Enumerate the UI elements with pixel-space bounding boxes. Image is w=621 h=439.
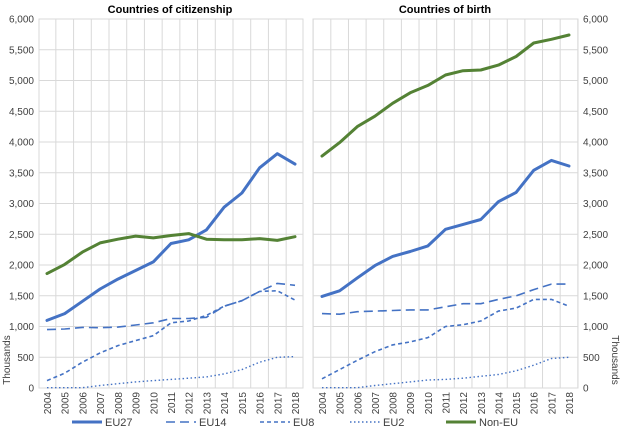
series-line-eu14-birth (321, 283, 569, 316)
x-tick-label: 2008 (114, 392, 125, 415)
y-tick-label: 3,500 (9, 168, 34, 179)
series-line-eu8-birth (321, 298, 570, 380)
legend-item-eu2: EU2 (350, 417, 404, 429)
y-tick-label: 5,000 (9, 76, 34, 87)
plot-area (312, 18, 579, 389)
series-lines-birth (320, 33, 571, 389)
y-tick-label: 0 (28, 384, 34, 395)
y-tick-label: 4,500 (9, 107, 34, 118)
y-tick-label: 4,500 (583, 107, 608, 118)
y-tick-label: 1,500 (583, 291, 608, 302)
x-tick-label: 2010 (149, 392, 160, 415)
panel-citizenship: Countries of citizenship 0 500 1,000 1,500 2… (2, 4, 304, 415)
y-tick-label: 5,000 (583, 76, 608, 87)
legend-label: EU14 (199, 417, 227, 429)
x-tick-label: 2016 (256, 392, 267, 415)
x-tick-label: 2014 (494, 392, 505, 415)
x-tick-label: 2018 (291, 392, 302, 415)
series-line-eu27-birth (320, 158, 571, 298)
x-tick-label: 2005 (61, 392, 72, 415)
series-line-non-eu-citizenship (45, 232, 297, 276)
y-tick-label: 1,000 (583, 322, 608, 333)
y-axis-label-birth: Thousands (609, 335, 620, 384)
x-tick-label: 2014 (220, 392, 231, 415)
y-tick-label: 2,500 (583, 230, 608, 241)
y-tick-label: 1,000 (9, 322, 34, 333)
legend-label: EU8 (293, 417, 314, 429)
x-tick-label: 2013 (477, 392, 488, 415)
x-tick-label: 2005 (336, 392, 347, 415)
y-tick-label: 6,000 (583, 15, 608, 26)
x-tick-label: 2011 (167, 392, 178, 414)
y-tick-label: 3,000 (9, 199, 34, 210)
y-tick-label: 1,500 (9, 291, 34, 302)
series-line-non-eu-birth (320, 33, 571, 158)
x-tick-label: 2016 (530, 392, 541, 415)
x-tick-label: 2004 (43, 392, 54, 415)
x-tick-label: 2013 (202, 392, 213, 415)
x-tick-label: 2009 (406, 392, 417, 415)
y-tick-label: 3,500 (583, 168, 608, 179)
x-tick-label: 2012 (459, 392, 470, 415)
x-tick-label: 2010 (424, 392, 435, 415)
y-tick-label: 6,000 (9, 15, 34, 26)
y-tick-label: 4,000 (583, 138, 608, 149)
grid-citizenship (38, 18, 304, 389)
y-tick-label: 2,000 (583, 261, 608, 272)
x-tick-label: 2007 (371, 392, 382, 415)
legend-label: EU2 (383, 417, 404, 429)
x-tick-label: 2004 (318, 392, 329, 415)
legend-item-non-eu: Non-EU (446, 417, 518, 429)
chart-title-birth: Countries of birth (399, 4, 492, 16)
series-line-eu2-birth (322, 356, 570, 389)
x-tick-label: 2007 (96, 392, 107, 415)
y-ticks-birth: 0 500 1,000 1,500 2,000 2,500 3,000 3,500 4,000 4… (583, 15, 608, 395)
series-line-eu8-citizenship (46, 289, 296, 382)
x-tick-label: 2006 (353, 392, 364, 415)
legend-label: Non-EU (479, 417, 518, 429)
plot-area (38, 18, 304, 389)
y-tick-label: 2,000 (9, 261, 34, 272)
y-tick-label: 3,000 (583, 199, 608, 210)
y-tick-label: 5,500 (9, 45, 34, 56)
x-tick-label: 2011 (442, 392, 453, 414)
legend-label: EU27 (105, 417, 133, 429)
series-line-eu14-citizenship (46, 282, 296, 331)
y-ticks-citizenship: 0 500 1,000 1,500 2,000 2,500 3,000 3,500 4,000 4… (9, 15, 34, 395)
series-lines-citizenship (45, 152, 297, 389)
x-tick-label: 2008 (389, 392, 400, 415)
x-tick-label: 2006 (78, 392, 89, 415)
x-tick-label: 2009 (132, 392, 143, 415)
y-tick-label: 2,500 (9, 230, 34, 241)
grid-birth (312, 18, 579, 389)
y-tick-label: 4,000 (9, 138, 34, 149)
x-tick-label: 2017 (273, 392, 284, 415)
x-tick-label: 2015 (238, 392, 249, 415)
legend-item-eu8: EU8 (260, 417, 314, 429)
legend-item-eu14: EU14 (166, 417, 227, 429)
legend-item-eu27: EU27 (72, 417, 133, 429)
chart-title-citizenship: Countries of citizenship (108, 4, 233, 16)
x-tick-label: 2018 (565, 392, 576, 415)
y-tick-label: 0 (583, 384, 589, 395)
legend: EU27 EU14 EU8 EU2 Non-EU (72, 417, 518, 429)
y-axis-label-citizenship: Thousands (2, 335, 13, 384)
x-ticks-citizenship: 2004 2005 2006 2007 2008 2009 2010 2011 2012 2013… (43, 392, 302, 415)
x-tick-label: 2012 (185, 392, 196, 415)
series-line-eu27-citizenship (45, 152, 297, 322)
x-tick-label: 2017 (547, 392, 558, 415)
y-tick-label: 500 (17, 353, 34, 364)
y-tick-label: 5,500 (583, 45, 608, 56)
x-ticks-birth: 2004 2005 2006 2007 2008 2009 2010 2011 2012 2013… (318, 392, 576, 415)
x-tick-label: 2015 (512, 392, 523, 415)
panel-birth: Countries of birth 0 500 1,000 1,500 2,000 2,… (312, 4, 620, 415)
series-line-eu2-citizenship (47, 355, 296, 389)
y-tick-label: 500 (583, 353, 600, 364)
